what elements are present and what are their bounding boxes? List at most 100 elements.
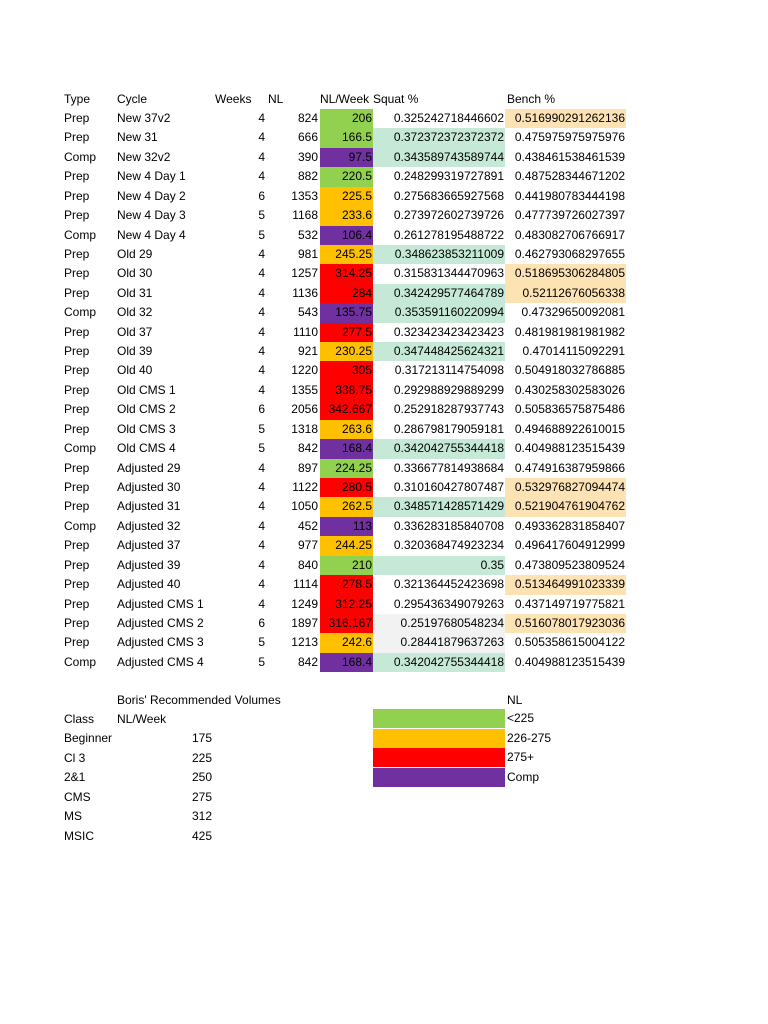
cell-squat: 0.321364452423698 xyxy=(393,577,504,591)
cell-weeks: 4 xyxy=(258,519,265,533)
cell-type: Prep xyxy=(64,616,90,630)
cell-cycle: Old 37 xyxy=(117,325,153,339)
cell-nl-week: 113 xyxy=(320,517,373,536)
cell-nl-week: 135.75 xyxy=(320,303,373,323)
cell-bench: 0.47329650092081 xyxy=(521,305,625,319)
cell-type: Comp xyxy=(64,519,97,533)
cell-cycle: Adjusted CMS 1 xyxy=(117,597,204,611)
recommended-class: MSIC xyxy=(64,828,94,843)
cell-type: Prep xyxy=(64,383,90,397)
cell-nl: 1249 xyxy=(291,597,318,611)
cell-bench: 0.438461538461539 xyxy=(514,150,625,164)
cell-nl-week: 280.5 xyxy=(320,478,373,497)
recommended-class: CMS xyxy=(64,789,91,804)
cell-squat: 0.275683665927568 xyxy=(393,189,504,203)
cell-type: Prep xyxy=(64,363,90,377)
cell-nl-week: 220.5 xyxy=(320,167,373,187)
recommended-value: 312 xyxy=(191,809,212,823)
cell-bench: 0.518695306284805 xyxy=(505,264,626,284)
cell-nl-week: 168.4 xyxy=(320,653,373,672)
cell-nl: 1168 xyxy=(292,208,318,222)
cell-squat: 0.35 xyxy=(373,556,505,575)
cell-bench: 0.473809523809524 xyxy=(514,558,625,572)
cell-weeks: 4 xyxy=(258,247,265,261)
cell-nl-week: 230.25 xyxy=(320,342,373,361)
cell-squat: 0.323423423423423 xyxy=(393,325,504,339)
cell-bench: 0.494688922610015 xyxy=(514,422,625,436)
cell-nl-week: 338.75 xyxy=(320,381,373,400)
cell-type: Prep xyxy=(64,499,90,513)
cell-bench: 0.505358615004122 xyxy=(514,635,625,649)
cell-weeks: 4 xyxy=(258,363,265,377)
cell-cycle: New 4 Day 1 xyxy=(117,169,186,183)
cell-nl-week: 277.5 xyxy=(320,323,373,342)
cell-nl: 1050 xyxy=(291,499,318,513)
cell-nl: 1257 xyxy=(291,266,318,280)
cell-type: Prep xyxy=(64,344,90,358)
legend-title: NL xyxy=(507,693,523,707)
cell-squat: 0.348571428571429 xyxy=(373,497,505,517)
header-type: Type xyxy=(64,92,91,106)
cell-nl: 842 xyxy=(297,655,318,669)
cell-nl-week: 312.25 xyxy=(320,595,373,614)
cell-cycle: Adjusted CMS 2 xyxy=(117,616,204,630)
cell-nl: 981 xyxy=(297,247,318,261)
cell-bench: 0.462793068297655 xyxy=(514,247,625,261)
cell-squat: 0.315831344470963 xyxy=(393,266,504,280)
cell-weeks: 4 xyxy=(258,480,265,494)
cell-bench: 0.441980783444198 xyxy=(514,189,625,203)
cell-type: Comp xyxy=(64,441,97,455)
cell-squat: 0.342042755344418 xyxy=(373,653,505,672)
recommended-value: 225 xyxy=(191,750,212,765)
cell-weeks: 4 xyxy=(258,499,265,513)
cell-cycle: Adjusted 30 xyxy=(117,480,181,494)
cell-type: Prep xyxy=(64,286,90,300)
cell-nl-week: 210 xyxy=(320,556,373,575)
cell-weeks: 4 xyxy=(258,169,265,183)
cell-nl: 1353 xyxy=(291,189,318,203)
cell-cycle: Adjusted 39 xyxy=(117,558,181,572)
cell-weeks: 4 xyxy=(258,538,265,552)
cell-type: Prep xyxy=(64,480,90,494)
cell-type: Prep xyxy=(64,422,90,436)
cell-bench: 0.496417604912999 xyxy=(514,538,625,552)
cell-bench: 0.516078017923036 xyxy=(505,614,626,633)
cell-nl-week: 166.5 xyxy=(320,128,373,148)
cell-cycle: Adjusted CMS 4 xyxy=(117,655,204,669)
legend-label: <225 xyxy=(507,711,535,725)
cell-weeks: 5 xyxy=(258,208,265,222)
cell-weeks: 5 xyxy=(258,228,265,242)
cell-cycle: Adjusted 37 xyxy=(117,538,181,552)
cell-type: Comp xyxy=(64,150,97,164)
cell-nl: 1213 xyxy=(291,635,318,649)
cell-nl: 921 xyxy=(297,344,318,358)
cell-weeks: 4 xyxy=(258,305,265,319)
cell-squat: 0.286798179059181 xyxy=(393,422,504,436)
cell-type: Prep xyxy=(64,266,90,280)
recommended-value: 275 xyxy=(191,789,212,804)
cell-type: Prep xyxy=(64,461,90,475)
cell-bench: 0.404988123515439 xyxy=(514,655,625,669)
cell-squat: 0.28441879637263 xyxy=(373,633,505,653)
cell-type: Comp xyxy=(64,228,97,242)
recommended-nlw-header: NL/Week xyxy=(117,712,167,726)
cell-nl: 1110 xyxy=(293,325,318,339)
cell-type: Comp xyxy=(64,655,97,669)
cell-cycle: Old 31 xyxy=(117,286,153,300)
cell-nl-week: 168.4 xyxy=(320,439,373,459)
cell-bench: 0.404988123515439 xyxy=(514,441,625,455)
cell-nl-week: 263.6 xyxy=(320,420,373,439)
header-cycle: Cycle xyxy=(117,92,148,106)
cell-weeks: 5 xyxy=(258,422,265,436)
cell-type: Prep xyxy=(64,597,90,611)
cell-squat: 0.347448425624321 xyxy=(373,342,505,361)
cell-bench: 0.47014115092291 xyxy=(522,344,625,358)
cell-type: Prep xyxy=(64,577,90,591)
cell-cycle: New 31 xyxy=(117,130,158,144)
cell-nl: 882 xyxy=(297,169,318,183)
cell-weeks: 4 xyxy=(258,383,265,397)
cell-cycle: Old 40 xyxy=(117,363,153,377)
cell-nl: 977 xyxy=(297,538,318,552)
cell-cycle: New 37v2 xyxy=(117,111,171,125)
recommended-class: MS xyxy=(64,809,82,823)
